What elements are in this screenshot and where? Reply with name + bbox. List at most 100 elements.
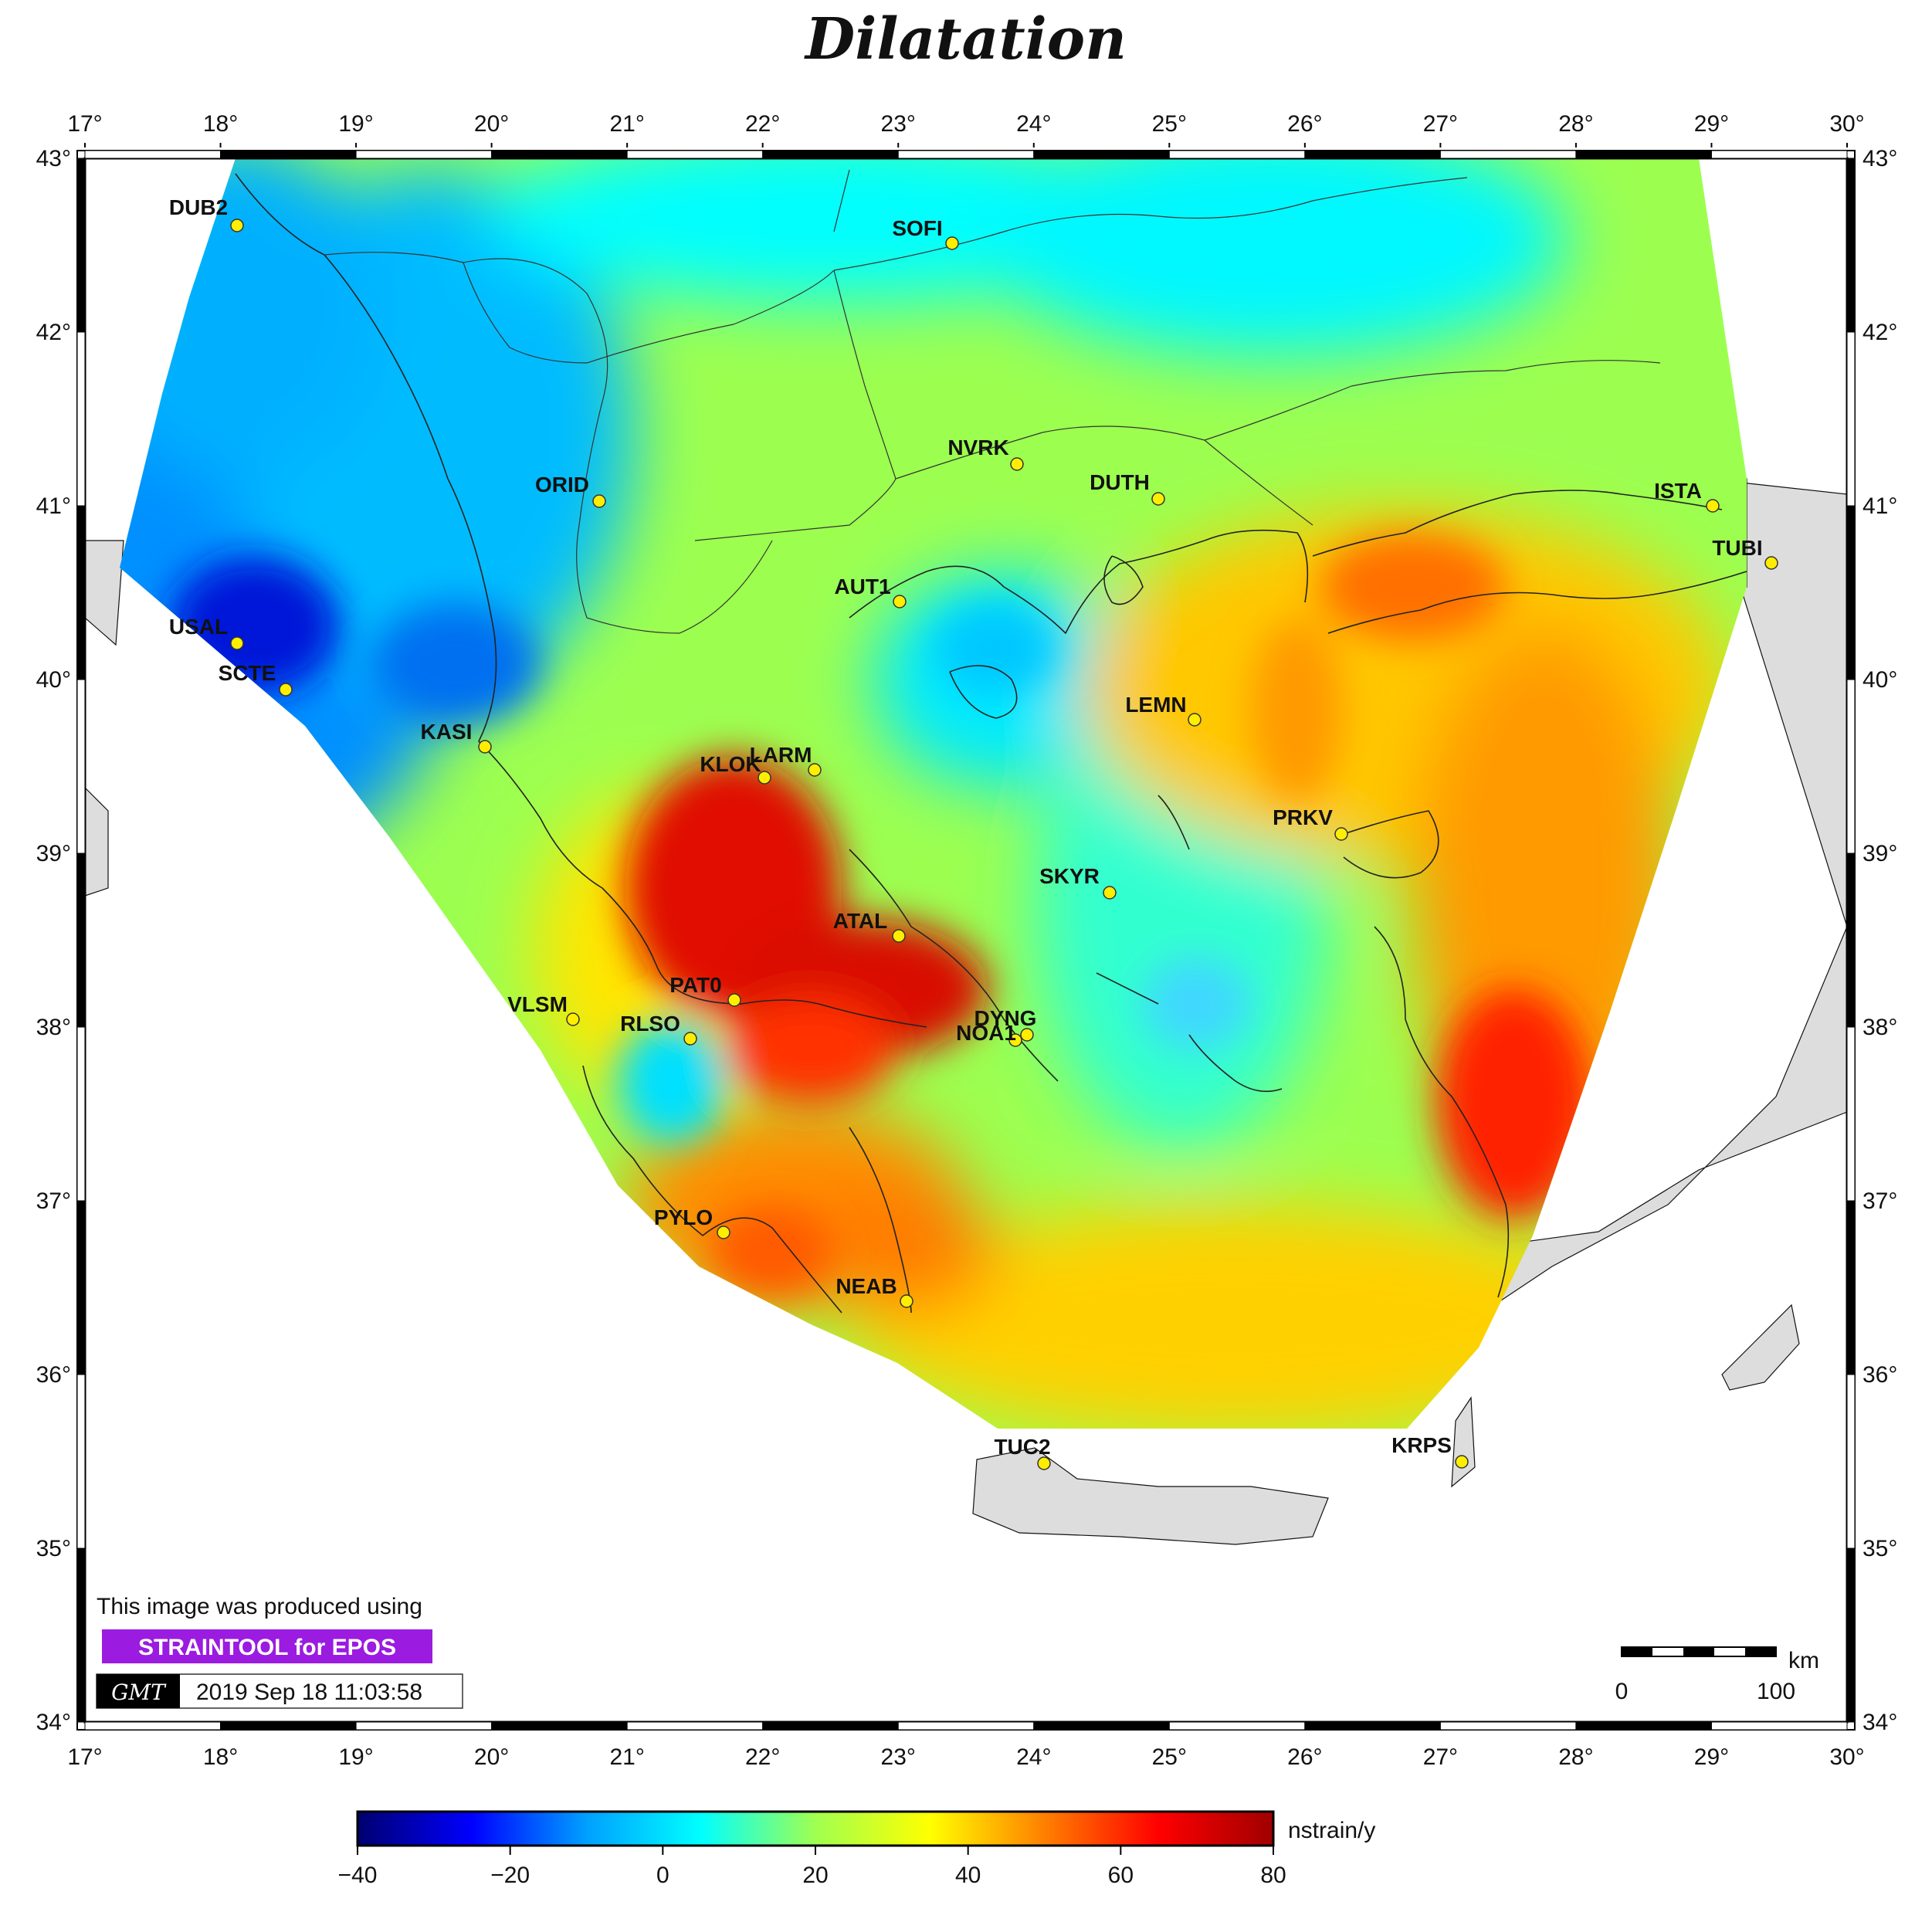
station-label: PAT0: [669, 973, 721, 997]
lat-tick-right: 35°: [1863, 1536, 1897, 1561]
station-label: KRPS: [1391, 1433, 1452, 1457]
frame-bar-top: [1168, 150, 1306, 159]
tool-badge: [102, 1629, 432, 1663]
station-marker: [478, 740, 492, 754]
lat-tick-right: 34°: [1863, 1710, 1897, 1735]
station-label: AUT1: [834, 575, 890, 598]
lon-tick-top: 24°: [1016, 111, 1051, 137]
station-marker: [1010, 457, 1024, 471]
lon-tick-bottom: 18°: [203, 1744, 238, 1770]
lon-tick-top: 25°: [1152, 111, 1187, 137]
credit-box: This image was produced using STRAINTOOL…: [96, 1594, 463, 1709]
lon-tick-top: 30°: [1829, 111, 1864, 137]
gnss-stations: DUB2 SOFI NVRK ORID DUTH ISTA TUBI AUT1 USAL SCTE…: [169, 195, 1778, 1470]
scale-unit: km: [1788, 1648, 1819, 1673]
station-marker: [1103, 886, 1117, 900]
frame-bar-bottom: [1168, 1721, 1306, 1731]
lat-tick-right: 37°: [1863, 1188, 1897, 1214]
station-marker: [727, 993, 741, 1007]
lon-tick-bottom: 25°: [1152, 1744, 1187, 1770]
station-label: TUC2: [994, 1435, 1050, 1459]
station-marker: [945, 236, 959, 250]
station-marker: [1020, 1028, 1034, 1042]
frame-bar-top: [1439, 150, 1577, 159]
station-label: LEMN: [1125, 693, 1186, 717]
lon-tick-bottom: 24°: [1016, 1744, 1051, 1770]
station-marker: [1334, 827, 1348, 841]
frame-bar-bottom: [220, 1721, 357, 1731]
lat-tick-left: 38°: [36, 1015, 71, 1040]
colorbar-tick-label: 80: [1260, 1863, 1286, 1888]
lon-tick-top: 19°: [338, 111, 373, 137]
station-label: DUTH: [1090, 470, 1150, 494]
scale-bar: km 0 100: [1615, 1646, 1819, 1704]
station-label: LARM: [750, 743, 812, 767]
frame-bar-top: [1710, 150, 1848, 159]
station-marker: [717, 1226, 730, 1239]
frame-bar-bottom: [897, 1721, 1035, 1731]
lat-tick-left: 41°: [36, 493, 71, 519]
colorbar-unit: nstrain/y: [1288, 1818, 1375, 1843]
station-label: SCTE: [219, 661, 276, 685]
lat-tick-right: 40°: [1863, 667, 1897, 693]
station-marker: [900, 1294, 913, 1308]
lat-tick-left: 35°: [36, 1536, 71, 1561]
credit-line: This image was produced using: [97, 1594, 422, 1619]
station-marker: [230, 636, 244, 650]
frame-bar-top: [220, 150, 357, 159]
lon-tick-bottom: 19°: [338, 1744, 373, 1770]
frame-bar-top: [626, 150, 764, 159]
lon-tick-bottom: 27°: [1423, 1744, 1458, 1770]
colorbar: nstrain/y −40 −20 0 20 40 60 80: [338, 1810, 1375, 1888]
lon-tick-top: 27°: [1423, 111, 1458, 137]
lon-tick-bottom: 20°: [474, 1744, 509, 1770]
lon-tick-top: 20°: [474, 111, 509, 137]
gmt-logo-text: GMT: [111, 1680, 167, 1705]
station-label: RLSO: [620, 1012, 680, 1036]
station-label: PYLO: [654, 1205, 713, 1229]
lat-tick-left: 39°: [36, 841, 71, 866]
colorbar-tick-label: 40: [955, 1863, 981, 1888]
lat-tick-left: 40°: [36, 667, 71, 693]
station-marker: [1455, 1455, 1469, 1469]
station-marker: [279, 683, 293, 697]
frame-bar-left: [76, 1026, 86, 1202]
colorbar-tick-label: −20: [490, 1863, 530, 1888]
frame-bar-right: [1846, 1026, 1856, 1202]
frame-bar-top: [762, 150, 899, 159]
frame-bar-right: [1846, 679, 1856, 854]
map-title: Dilatation: [805, 6, 1127, 73]
colorbar-tick-label: −40: [338, 1863, 378, 1888]
frame-bar-bottom: [762, 1721, 899, 1731]
station-marker: [808, 763, 822, 777]
frame-bar-right: [1846, 158, 1856, 333]
frame-bar-bottom: [1575, 1721, 1712, 1731]
frame-bar-top: [1033, 150, 1170, 159]
colorbar-tick-label: 20: [802, 1863, 828, 1888]
tool-name: STRAINTOOL for EPOS: [138, 1635, 396, 1660]
station-label: DYNG: [974, 1006, 1037, 1030]
lat-tick-right: 42°: [1863, 320, 1897, 345]
lat-tick-right: 43°: [1863, 146, 1897, 171]
station-marker: [566, 1012, 580, 1026]
frame-bar-top: [897, 150, 1035, 159]
frame-bar-left: [76, 1200, 86, 1375]
lat-tick-right: 36°: [1863, 1362, 1897, 1388]
lat-tick-left: 37°: [36, 1188, 71, 1214]
frame-bar-right: [1846, 331, 1856, 507]
frame-bar-left: [76, 1548, 86, 1723]
frame-bar-right: [1846, 1548, 1856, 1723]
lon-tick-bottom: 26°: [1287, 1744, 1322, 1770]
lat-tick-left: 43°: [36, 146, 71, 171]
strain-field: [120, 158, 1747, 1429]
frame-bar-right: [1846, 853, 1856, 1028]
lon-tick-bottom: 17°: [67, 1744, 102, 1770]
station-marker: [1188, 713, 1202, 727]
station-marker: [1037, 1456, 1051, 1470]
frame-bar-bottom: [84, 1721, 222, 1731]
gmt-logo-icon: [97, 1674, 180, 1708]
colorbar-tick-label: 0: [656, 1863, 669, 1888]
station-label: ISTA: [1654, 479, 1702, 503]
station-label: NOA1: [956, 1021, 1016, 1045]
station-label: USAL: [169, 615, 228, 639]
